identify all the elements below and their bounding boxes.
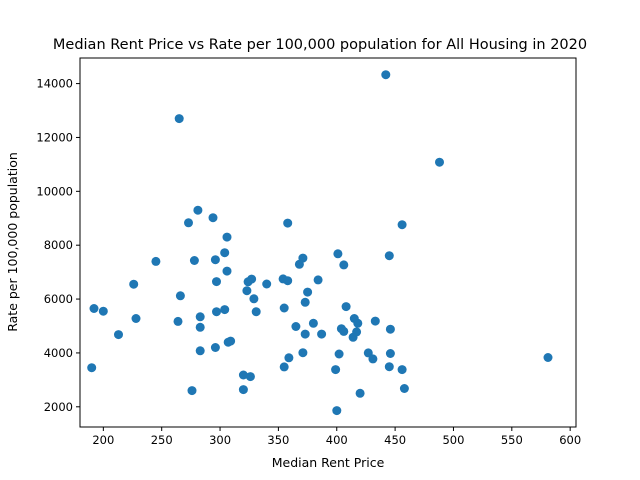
data-point <box>238 370 248 380</box>
plot-frame <box>79 57 577 428</box>
data-point <box>247 274 257 284</box>
data-point <box>184 218 193 228</box>
data-point <box>332 406 342 416</box>
x-tick-label: 350 <box>267 433 289 447</box>
data-point <box>189 256 199 265</box>
data-point <box>283 276 293 286</box>
y-tick-label: 2000 <box>44 400 73 414</box>
data-point <box>238 385 248 395</box>
x-tick-label: 200 <box>92 433 114 447</box>
data-point <box>208 213 218 223</box>
data-point <box>300 329 310 339</box>
data-point <box>245 372 255 382</box>
data-point <box>251 307 261 317</box>
data-point <box>331 365 341 375</box>
data-point <box>317 329 327 339</box>
data-point <box>352 327 362 337</box>
data-point <box>249 294 259 304</box>
y-axis-ticks: 2000 4000 6000 8000 10000 12000 14000 <box>36 77 80 414</box>
data-point <box>187 386 197 396</box>
data-point <box>195 312 205 322</box>
data-point <box>384 362 394 372</box>
data-point <box>399 384 409 393</box>
y-axis-label: Rate per 100,000 population <box>5 152 20 332</box>
x-tick-label: 550 <box>501 433 523 447</box>
data-point <box>284 353 294 363</box>
y-tick-label: 6000 <box>44 292 73 306</box>
chart-title: Median Rent Price vs Rate per 100,000 po… <box>53 37 587 53</box>
data-point <box>397 220 407 230</box>
data-point <box>89 304 99 313</box>
y-tick-label: 14000 <box>36 77 73 91</box>
data-point <box>334 349 344 359</box>
data-point <box>87 363 97 373</box>
y-tick-label: 12000 <box>36 130 73 144</box>
data-point <box>222 266 232 276</box>
data-point <box>291 322 301 331</box>
x-tick-label: 500 <box>442 433 464 447</box>
y-tick-label: 8000 <box>44 238 73 252</box>
data-point <box>353 318 363 328</box>
data-point <box>283 218 293 228</box>
data-point <box>385 349 395 358</box>
data-point <box>131 314 141 323</box>
data-point <box>298 348 308 358</box>
data-point <box>303 287 313 297</box>
data-points <box>87 70 553 416</box>
x-tick-label: 600 <box>559 433 581 447</box>
data-point <box>355 388 365 398</box>
data-point <box>195 346 205 356</box>
data-point <box>114 330 123 340</box>
data-point <box>226 336 236 346</box>
data-point <box>384 251 394 261</box>
data-point <box>210 255 220 265</box>
data-point <box>212 277 221 287</box>
y-tick-label: 4000 <box>44 346 73 360</box>
data-point <box>220 305 230 315</box>
data-point <box>242 286 252 296</box>
x-axis-ticks: 200 250 300 350 400 450 500 550 600 <box>92 427 581 447</box>
data-point <box>397 365 407 375</box>
x-tick-label: 450 <box>384 433 406 447</box>
data-point <box>173 316 183 326</box>
x-tick-label: 300 <box>209 433 231 447</box>
data-point <box>98 306 108 316</box>
data-point <box>193 205 203 215</box>
data-point <box>174 114 184 124</box>
data-point <box>381 70 391 80</box>
data-point <box>333 249 343 259</box>
data-point <box>368 354 378 364</box>
data-point <box>175 291 185 301</box>
x-tick-label: 250 <box>151 433 173 447</box>
data-point <box>151 256 161 266</box>
data-point <box>129 279 139 289</box>
data-point <box>279 362 289 372</box>
data-point <box>212 307 221 317</box>
data-point <box>298 253 308 263</box>
data-point <box>279 303 289 313</box>
data-point <box>195 322 205 332</box>
x-tick-label: 400 <box>326 433 348 447</box>
data-point <box>262 279 272 289</box>
data-point <box>339 326 349 336</box>
data-point <box>222 232 232 242</box>
data-point <box>300 297 310 307</box>
y-tick-label: 10000 <box>36 184 73 198</box>
data-point <box>313 275 323 285</box>
data-point <box>210 343 220 352</box>
data-point <box>435 157 444 167</box>
data-point <box>308 318 318 328</box>
x-axis-label: Median Rent Price <box>272 455 385 470</box>
data-point <box>220 248 230 258</box>
data-point <box>339 260 349 270</box>
data-point <box>385 324 395 334</box>
data-point <box>370 316 380 326</box>
data-point <box>543 353 553 362</box>
data-point <box>341 302 351 312</box>
